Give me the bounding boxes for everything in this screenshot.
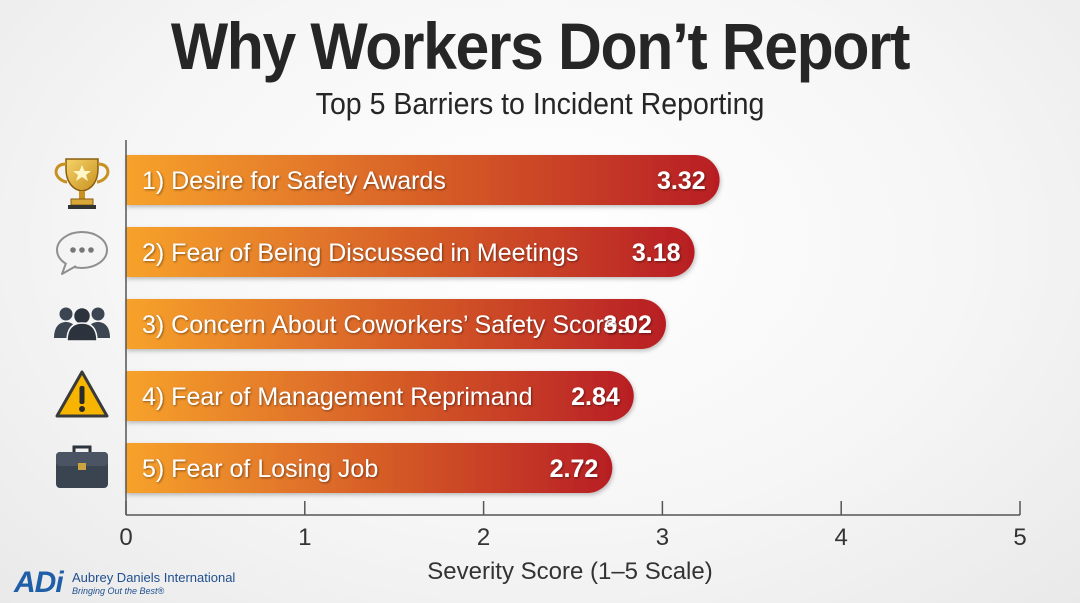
bar-category-label: 1) Desire for Safety Awards	[142, 167, 446, 195]
x-tick-label: 5	[1013, 524, 1026, 551]
people-group-icon	[54, 306, 110, 342]
logo-name: Aubrey Daniels International	[72, 570, 236, 585]
bar	[126, 227, 695, 277]
bar-value-label: 3.02	[603, 311, 652, 339]
logo-mark: ADi	[14, 566, 64, 599]
briefcase-icon	[56, 445, 108, 488]
x-tick-label: 2	[477, 524, 490, 551]
x-axis-title: Severity Score (1–5 Scale)	[427, 558, 712, 585]
bar-value-label: 3.18	[632, 239, 681, 267]
bar-value-label: 3.32	[657, 167, 706, 195]
bar-category-label: 5) Fear of Losing Job	[142, 455, 378, 483]
bar	[126, 299, 666, 349]
bar	[126, 443, 613, 493]
chart-title: Why Workers Don’t Report	[170, 9, 911, 83]
warning-icon	[55, 370, 109, 418]
bar-category-label: 4) Fear of Management Reprimand	[142, 383, 532, 411]
bar-category-label: 2) Fear of Being Discussed in Meetings	[142, 239, 578, 267]
bars-layer	[126, 155, 720, 493]
x-tick-label: 1	[298, 524, 311, 551]
bar-category-label: 3) Concern About Coworkers’ Safety Score…	[142, 311, 630, 339]
x-tick-label: 3	[656, 524, 669, 551]
speech-bubble-icon	[56, 231, 108, 275]
chart-subtitle: Top 5 Barriers to Incident Reporting	[315, 86, 765, 121]
logo-tagline: Bringing Out the Best®	[72, 586, 165, 596]
bar	[126, 371, 634, 421]
bar	[126, 155, 720, 205]
bar-value-label: 2.72	[550, 455, 599, 483]
labels-layer: 1) Desire for Safety Awards 3.32 2) Fear o…	[142, 167, 706, 483]
x-tick-label: 4	[835, 524, 848, 551]
bar-value-label: 2.84	[571, 383, 620, 411]
trophy-icon	[54, 158, 110, 209]
x-tick-label: 0	[119, 524, 132, 551]
x-axis: 0 1 2 3 4 5 Severity Score (1–5 Scale)	[119, 140, 1027, 585]
